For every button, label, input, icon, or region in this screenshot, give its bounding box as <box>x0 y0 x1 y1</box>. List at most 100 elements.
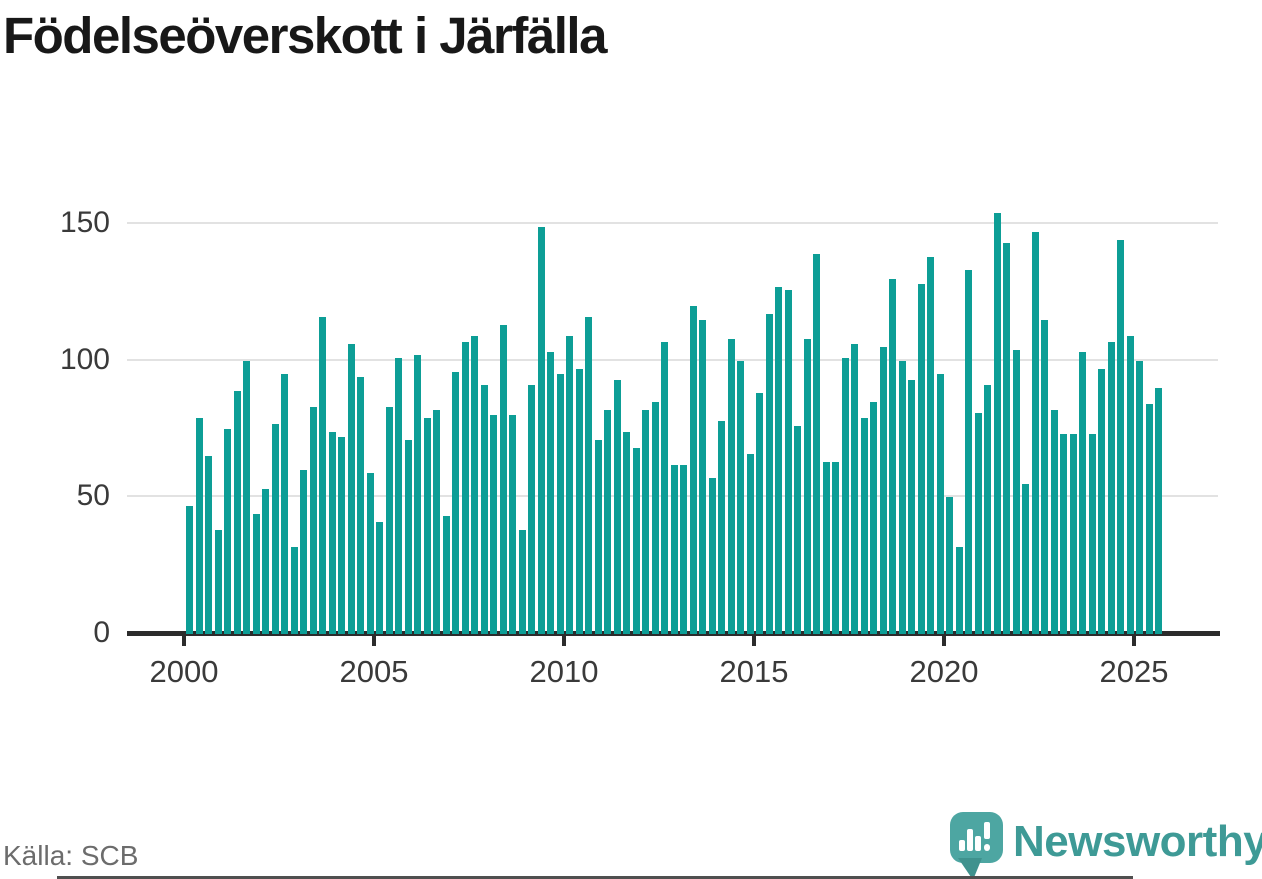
bar <box>252 513 260 634</box>
bar <box>1003 243 1011 634</box>
bar <box>262 489 270 634</box>
bar <box>547 352 555 634</box>
bar <box>632 448 640 634</box>
x-axis-label-2005: 2005 <box>339 654 409 689</box>
bar <box>699 319 707 634</box>
bar <box>803 338 811 634</box>
bar <box>746 453 754 634</box>
bar <box>338 437 346 634</box>
bar <box>860 418 868 634</box>
bar <box>822 461 830 634</box>
bar <box>585 316 593 634</box>
bar <box>670 464 678 634</box>
bar <box>1060 434 1068 634</box>
bar <box>366 472 374 634</box>
bar <box>414 355 422 634</box>
bar <box>566 336 574 634</box>
bar <box>233 390 241 634</box>
bar <box>395 357 403 634</box>
bar <box>594 439 602 634</box>
bar <box>965 270 973 634</box>
bar <box>936 374 944 634</box>
bar <box>927 256 935 634</box>
bar <box>1069 434 1077 634</box>
bar <box>224 429 232 634</box>
bar <box>404 439 412 634</box>
bar <box>499 325 507 634</box>
bar <box>756 393 764 634</box>
newsworthy-logo: Newsworthy <box>948 810 1262 879</box>
bar <box>309 407 317 634</box>
bar <box>243 360 251 634</box>
bar <box>347 344 355 634</box>
bar <box>765 314 773 634</box>
x-axis-label-2000: 2000 <box>149 654 219 689</box>
x-axis-label-2015: 2015 <box>719 654 789 689</box>
bar <box>1145 404 1153 634</box>
bar <box>613 379 621 634</box>
bar <box>1155 388 1163 634</box>
y-axis-label-100: 100 <box>59 342 110 376</box>
bar <box>290 546 298 634</box>
bar <box>1031 232 1039 634</box>
bar <box>851 344 859 634</box>
bar <box>946 497 954 634</box>
y-axis-label-150: 150 <box>59 206 110 239</box>
bar <box>604 409 612 634</box>
bar <box>813 254 821 634</box>
bar <box>1126 336 1134 634</box>
bar <box>1050 409 1058 634</box>
bar <box>452 371 460 634</box>
bar <box>442 516 450 634</box>
bar <box>281 374 289 634</box>
newsworthy-logomark-icon <box>950 812 1003 863</box>
bar <box>1012 349 1020 634</box>
newsworthy-wordmark: Newsworthy <box>1013 817 1262 866</box>
x-tick-2000 <box>182 636 186 646</box>
x-tick-2025 <box>1132 636 1136 646</box>
bar <box>889 278 897 634</box>
bar <box>1079 352 1087 634</box>
y-axis-label-0: 0 <box>93 616 110 649</box>
bar <box>490 415 498 634</box>
logo-tail <box>958 858 982 879</box>
bar <box>480 385 488 634</box>
bar <box>841 357 849 634</box>
bar <box>1098 368 1106 634</box>
bar <box>661 341 669 634</box>
bottom-progress-strip <box>57 876 1133 879</box>
bar <box>214 530 222 634</box>
bar <box>575 368 583 634</box>
exclamation-icon <box>984 822 990 839</box>
bar <box>642 409 650 634</box>
gridline-y-100 <box>127 358 1218 361</box>
x-tick-2015 <box>752 636 756 646</box>
page-title: Födelseöverskott i Järfälla <box>3 7 607 64</box>
bar <box>974 412 982 634</box>
bar <box>908 379 916 634</box>
bar <box>186 505 194 634</box>
bar <box>794 426 802 634</box>
bar <box>623 431 631 634</box>
bar <box>385 407 393 634</box>
x-tick-2020 <box>942 636 946 646</box>
bar <box>1136 360 1144 634</box>
bar <box>955 546 963 634</box>
bar <box>651 401 659 634</box>
bar <box>556 374 564 634</box>
bar <box>718 420 726 634</box>
bar <box>879 347 887 634</box>
bar <box>1022 483 1030 634</box>
bar <box>509 415 517 634</box>
bar <box>1041 319 1049 634</box>
bar <box>1117 240 1125 634</box>
bar <box>376 521 384 634</box>
bar <box>1107 341 1115 634</box>
x-tick-2010 <box>562 636 566 646</box>
bar <box>727 338 735 634</box>
bar <box>898 360 906 634</box>
bar <box>357 377 365 634</box>
bar <box>784 289 792 634</box>
bar <box>870 401 878 634</box>
bar <box>461 341 469 634</box>
